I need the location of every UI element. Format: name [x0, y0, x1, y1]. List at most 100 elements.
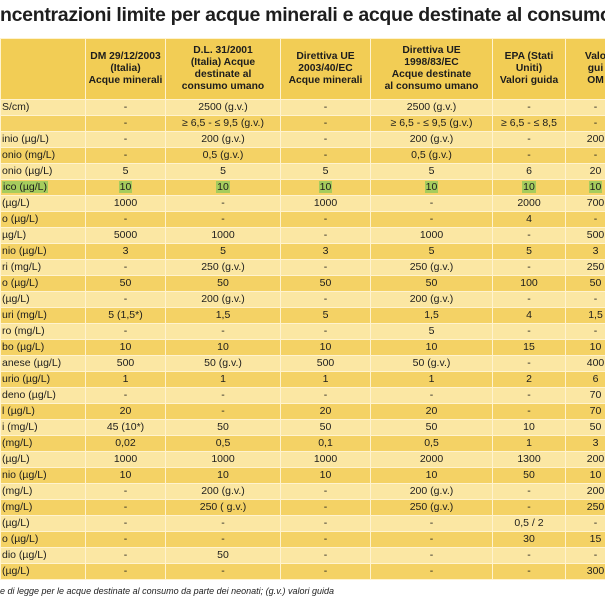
cell-text: - — [527, 549, 531, 561]
table-cell: - — [492, 483, 566, 500]
cell-text: - — [323, 117, 328, 129]
table-cell: 20 — [280, 403, 371, 420]
cell-text: - — [123, 501, 128, 513]
table-cell: 10 — [370, 339, 493, 356]
cell-text: 50 (g.v.) — [204, 357, 242, 369]
table-cell: 10 — [492, 179, 566, 196]
cell-text: - — [593, 149, 598, 161]
table-cell: onio (mg/L) — [0, 147, 86, 164]
table-cell: 5 — [280, 163, 371, 180]
table-cell: - — [492, 355, 566, 372]
table-cell: 10 — [165, 179, 281, 196]
table-cell: - — [85, 147, 166, 164]
cell-text: (mg/L) — [2, 501, 33, 513]
cell-text: - — [527, 229, 531, 241]
header-line: Acque destinate — [391, 69, 472, 80]
table-cell: - — [370, 547, 493, 564]
table-cell: - — [492, 147, 566, 164]
table-cell: - — [280, 211, 371, 228]
cell-text: 1000 — [313, 197, 338, 209]
cell-text: 10 — [425, 341, 438, 353]
table-cell: - — [492, 259, 566, 276]
cell-text: ro (mg/L) — [2, 325, 45, 337]
cell-text: 15 — [589, 533, 602, 545]
header-line: Acque minerali — [88, 75, 163, 86]
cell-text: 700 — [586, 197, 605, 209]
table-cell: 10 — [165, 467, 281, 484]
table-cell: 1,5 — [370, 307, 493, 324]
table-cell: 1000 — [165, 227, 281, 244]
table-cell: 700 — [565, 195, 605, 212]
cell-text: ≥ 6,5 - ≤ 8,5 — [501, 117, 557, 129]
table-cell: - — [565, 291, 605, 308]
table-cell: - — [565, 147, 605, 164]
cell-text: ico (µg/L) — [2, 181, 48, 193]
table-cell: - — [85, 515, 166, 532]
cell-text: onio (µg/L) — [2, 165, 53, 177]
cell-text: - — [123, 117, 128, 129]
table-cell: 250 (g.v.) — [165, 259, 281, 276]
table-cell: 200 (g.v.) — [165, 483, 281, 500]
cell-text: - — [221, 389, 225, 401]
table-cell: 250 ( g.v.) — [165, 499, 281, 516]
table-cell: - — [165, 211, 281, 228]
table-cell: 50 — [165, 419, 281, 436]
cell-text: 20 — [425, 405, 438, 417]
table-row: (µg/L) 1000 - 1000 - 2000 700 — [0, 195, 605, 212]
cell-text: - — [221, 533, 225, 545]
cell-text: uri (mg/L) — [2, 309, 47, 321]
cell-text: 3 — [592, 245, 599, 257]
table-cell: 1000 — [370, 227, 493, 244]
cell-text: o (µg/L) — [2, 213, 39, 225]
cell-text: 200 (g.v.) — [409, 293, 454, 305]
table-cell: (µg/L) — [0, 291, 86, 308]
table-cell: 5 — [165, 163, 281, 180]
cell-text: 5 (1,5*) — [108, 309, 143, 321]
cell-text: - — [527, 565, 531, 577]
cell-text: - — [323, 485, 328, 497]
table-cell: - — [85, 211, 166, 228]
cell-text: - — [593, 293, 598, 305]
cell-text: 200 (g.v.) — [201, 133, 245, 145]
cell-text: 0,5 (g.v.) — [411, 149, 452, 161]
cell-text: 2000 — [517, 197, 541, 209]
table-cell: - — [280, 563, 371, 580]
table-cell: 50 — [492, 467, 566, 484]
table-cell: o (µg/L) — [0, 211, 86, 228]
cell-text: 50 — [319, 277, 332, 289]
cell-text: onio (mg/L) — [2, 149, 56, 161]
cell-text: 50 — [217, 421, 229, 433]
table-body: S/cm) - 2500 (g.v.) - 2500 (g.v.) - - - ≥ 6,5 - … — [0, 99, 605, 580]
cell-text: 1 — [122, 373, 129, 385]
cell-text: 10 — [589, 341, 602, 353]
table-cell: 10 — [492, 419, 566, 436]
table-cell: 1 — [370, 371, 493, 388]
table-cell: S/cm) — [0, 99, 86, 116]
table-cell: deno (µg/L) — [0, 387, 86, 404]
table-cell: - — [565, 115, 605, 132]
table-cell: 10 — [85, 467, 166, 484]
cell-text: 1 — [322, 373, 329, 385]
table-cell: 10 — [280, 179, 371, 196]
cell-text: 3 — [592, 437, 599, 449]
table-cell: 4 — [492, 211, 566, 228]
title: ncentrazioni limite per acque minerali e… — [0, 4, 605, 26]
table-cell: 200 (g.v.) — [370, 291, 493, 308]
table-cell: - — [85, 563, 166, 580]
cell-text: 10 — [425, 469, 438, 481]
table-cell: 1 — [85, 371, 166, 388]
cell-text: 50 (g.v.) — [412, 357, 451, 369]
header-row: DM 29/12/2003 (Italia) Acque minerali D.L. … — [0, 38, 605, 100]
cell-text: 200 — [586, 453, 605, 465]
cell-text: (µg/L) — [2, 453, 30, 465]
header-cell — [0, 38, 86, 100]
cell-text: 1000 — [211, 453, 235, 465]
table-cell: 200 — [565, 451, 605, 468]
table-cell: - — [165, 515, 281, 532]
table-cell: - — [280, 291, 371, 308]
table-cell: - — [85, 547, 166, 564]
cell-text: 1000 — [113, 453, 138, 465]
cell-text: 50 — [217, 549, 229, 561]
cell-text: 10 — [522, 181, 536, 193]
